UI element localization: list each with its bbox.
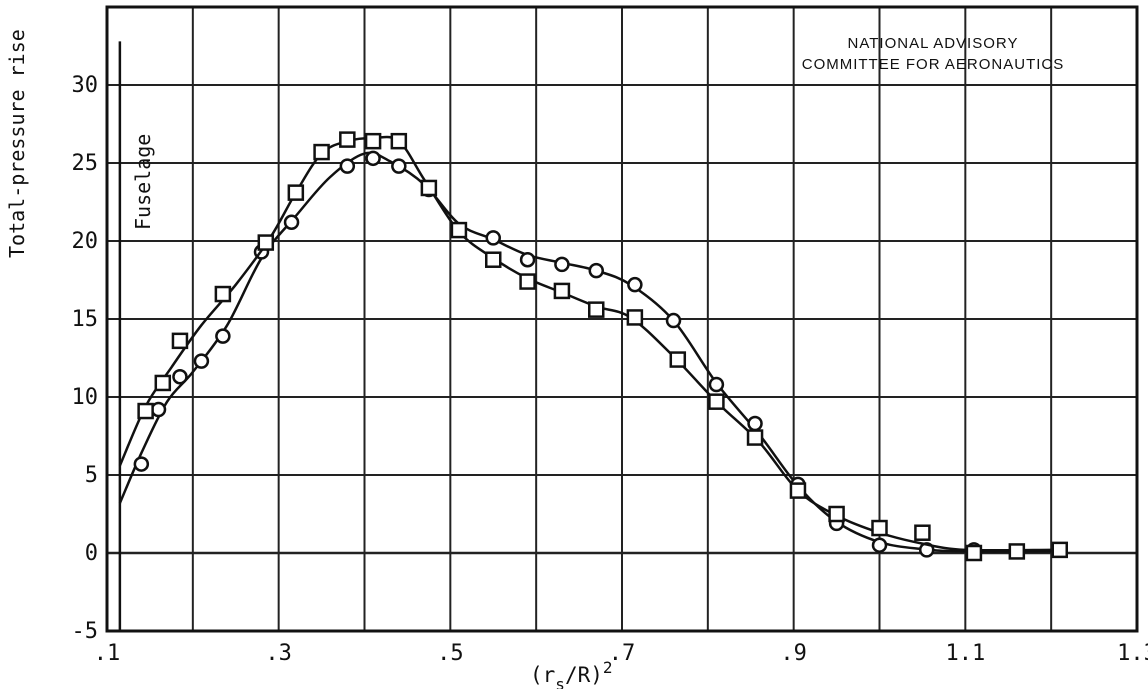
x-tick-label: .3: [265, 641, 292, 666]
square-point: [257, 234, 275, 251]
x-tick-label: .1: [94, 641, 121, 666]
x-tick-label: .7: [609, 641, 636, 666]
x-tick-label: .9: [780, 641, 807, 666]
x-tick-label: 1.3: [1117, 641, 1148, 666]
circle-point: [554, 256, 570, 273]
y-tick-label: 20: [72, 229, 99, 254]
square-point: [364, 132, 382, 150]
x-tick-label: .5: [437, 641, 464, 666]
y-tick-label: 15: [72, 307, 99, 332]
x-tick-labels: .1 .3 .5 .7 .9 1.1 1.3: [94, 641, 1148, 666]
square-point: [287, 184, 305, 201]
x-axis-title-main: (r: [530, 663, 555, 687]
square-point: [485, 251, 502, 268]
y-axis-title: Total-pressure rise: [5, 29, 29, 258]
series-group: [118, 131, 1068, 562]
square-point: [871, 519, 888, 537]
circle-point: [485, 230, 501, 246]
square-point: [519, 273, 536, 290]
circle-point: [708, 376, 725, 393]
circle-point: [588, 262, 604, 279]
y-tick-label: 5: [85, 463, 98, 488]
circle-point: [871, 537, 888, 553]
square-point: [708, 393, 725, 410]
plot-border: [105, 5, 1139, 633]
org-note: NATIONAL ADVISORY COMMITTEE FOR AERONAUT…: [802, 35, 1065, 73]
square-point: [1051, 541, 1068, 559]
circle-point: [665, 312, 682, 329]
circle-point: [283, 214, 300, 231]
circle-point: [747, 415, 763, 432]
square-point: [789, 482, 807, 499]
square-point: [746, 429, 764, 446]
square-point: [1008, 543, 1026, 560]
square-point: [154, 374, 172, 392]
x-tick-label: 1.1: [945, 641, 985, 666]
square-point: [313, 143, 330, 161]
series-circle: [118, 150, 1052, 558]
square-point: [390, 132, 408, 150]
square-point: [214, 285, 232, 303]
grid: [107, 7, 1137, 631]
x-axis-title-sup: 2: [603, 658, 613, 677]
square-point: [965, 544, 983, 562]
org-note-line2: COMMITTEE FOR AERONAUTICS: [802, 56, 1065, 73]
series-line: [118, 151, 1052, 553]
square-point: [171, 332, 189, 350]
series-square: [118, 131, 1068, 562]
circle-point: [133, 456, 150, 472]
y-tick-label: 25: [72, 151, 99, 176]
x-axis-title-sub: s: [555, 675, 565, 689]
circle-point: [391, 158, 407, 174]
circle-point: [150, 401, 167, 418]
y-tick-label: 0: [85, 541, 98, 566]
square-point: [828, 505, 845, 523]
series-line: [118, 135, 1052, 552]
circle-point: [365, 150, 381, 167]
square-point: [669, 351, 687, 368]
square-point: [588, 301, 605, 318]
fuselage-label: Fuselage: [131, 134, 155, 230]
square-point: [914, 524, 931, 541]
square-point: [450, 221, 468, 239]
y-tick-label: 30: [72, 73, 99, 98]
square-point: [137, 402, 154, 420]
square-point: [420, 179, 438, 197]
circle-point: [172, 368, 188, 385]
circle-point: [519, 251, 536, 268]
y-tick-label: -5: [72, 619, 99, 644]
circle-point: [339, 158, 356, 174]
square-point: [626, 309, 644, 326]
square-point: [339, 131, 356, 148]
square-point: [553, 282, 571, 300]
circle-point: [193, 353, 210, 369]
org-note-line1: NATIONAL ADVISORY: [848, 35, 1019, 52]
x-axis-title-rest: /R): [565, 663, 603, 687]
x-axis-title: (rs/R)2: [530, 658, 613, 689]
circle-point: [215, 328, 231, 344]
y-tick-labels: -5 0 5 10 15 20 25 30: [72, 73, 99, 644]
circle-point: [627, 276, 643, 293]
y-tick-label: 10: [72, 385, 99, 410]
